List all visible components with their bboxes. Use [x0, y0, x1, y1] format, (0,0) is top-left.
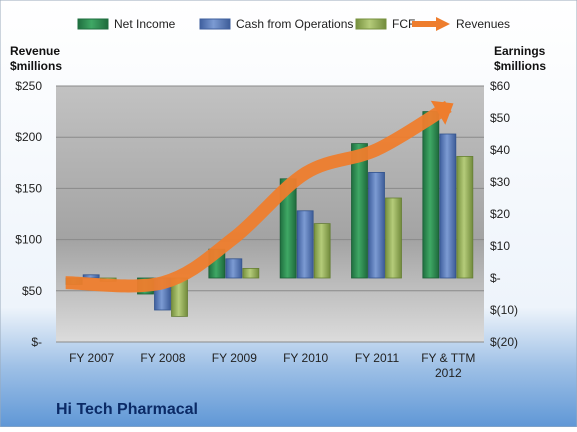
bar: [296, 210, 314, 279]
legend-label-cash-from-operations: Cash from Operations: [236, 17, 353, 31]
bar: [456, 155, 474, 279]
left-tick-label: $250: [15, 79, 42, 93]
revenue-arrowhead: [430, 100, 454, 125]
revenue-line: [65, 100, 454, 293]
bar: [225, 258, 243, 279]
x-tick-label: FY 2007: [69, 351, 114, 365]
right-tick-label: $50: [490, 111, 510, 125]
legend: Net Income Cash from Operations FCF Reve…: [77, 17, 510, 31]
right-tick-label: $60: [490, 79, 510, 93]
right-tick-label: $30: [490, 175, 510, 189]
x-tick-label: FY 2011: [355, 351, 400, 365]
right-tick-label: $-: [490, 271, 501, 285]
legend-label-revenues: Revenues: [456, 17, 510, 31]
left-tick-label: $50: [22, 284, 42, 298]
legend-label-net-income: Net Income: [114, 17, 176, 31]
bar: [351, 143, 368, 279]
legend-swatch-revenues-arrowhead: [436, 17, 450, 31]
right-tick-label: $40: [490, 143, 510, 157]
bar: [385, 197, 402, 279]
x-tick-label: FY & TTM: [421, 351, 475, 365]
revenue-line-path: [65, 100, 452, 293]
legend-label-fcf: FCF: [392, 17, 415, 31]
legend-swatch-net-income: [77, 18, 109, 30]
left-tick-label: $150: [15, 181, 42, 195]
bar: [368, 171, 385, 279]
right-axis-label-line1: Earnings: [494, 44, 546, 58]
right-tick-label: $10: [490, 239, 510, 253]
bars: [65, 111, 474, 317]
legend-swatch-fcf: [355, 18, 387, 30]
right-tick-label: $(10): [490, 303, 518, 317]
bar: [422, 111, 440, 279]
left-tick-label: $-: [31, 335, 42, 349]
bar: [313, 223, 331, 279]
legend-swatch-cash-from-operations: [199, 18, 231, 30]
left-tick-label: $200: [15, 130, 42, 144]
left-tick-label: $100: [15, 233, 42, 247]
x-tick-label: FY 2008: [140, 351, 185, 365]
bar: [242, 267, 260, 279]
right-tick-label: $(20): [490, 335, 518, 349]
right-axis-ticks: $(20) $(10) $- $10 $20 $30 $40 $50 $60: [490, 79, 518, 349]
x-tick-label: FY 2009: [212, 351, 257, 365]
x-tick-label: 2012: [435, 366, 462, 380]
x-tick-label: FY 2010: [283, 351, 328, 365]
left-axis-label-line1: Revenue: [10, 44, 60, 58]
x-axis-ticks: FY 2007 FY 2008 FY 2009 FY 2010 FY 2011 FY & …: [69, 351, 475, 380]
right-tick-label: $20: [490, 207, 510, 221]
left-axis-label-line2: $millions: [10, 59, 62, 73]
bar: [439, 133, 457, 279]
chart-title: Hi Tech Pharmacal: [56, 401, 198, 418]
right-axis-label-line2: $millions: [494, 59, 546, 73]
left-axis-ticks: $- $50 $100 $150 $200 $250: [15, 79, 42, 349]
